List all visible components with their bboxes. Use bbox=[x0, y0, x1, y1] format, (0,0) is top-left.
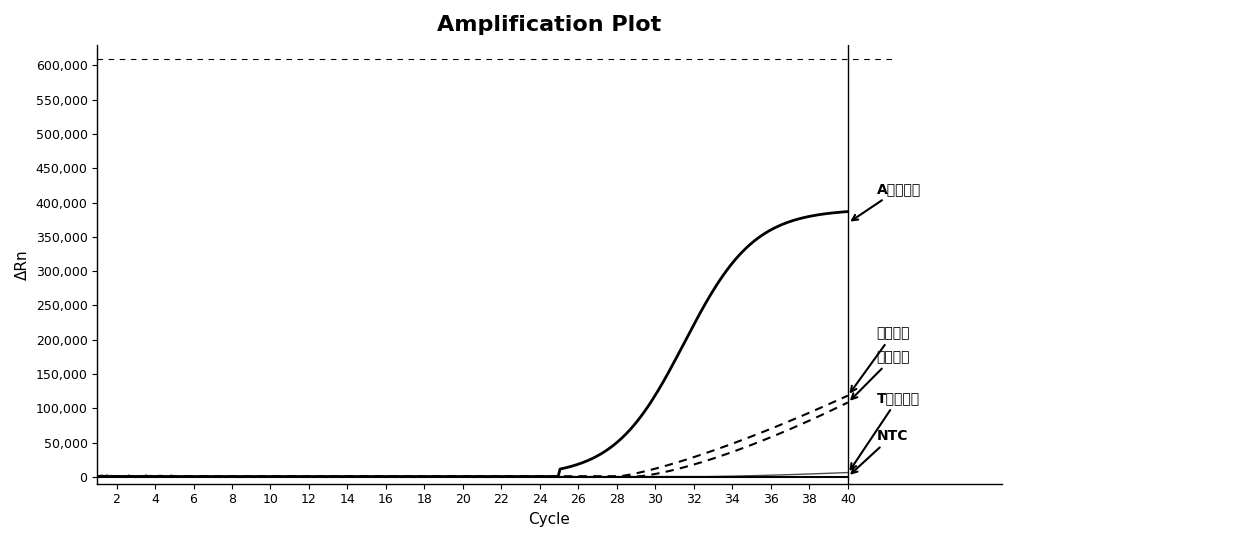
Text: T等位基因: T等位基因 bbox=[851, 391, 920, 469]
Text: NTC: NTC bbox=[852, 429, 908, 473]
Text: 内参基因: 内参基因 bbox=[851, 326, 910, 392]
Title: Amplification Plot: Amplification Plot bbox=[438, 15, 662, 35]
Y-axis label: ΔRn: ΔRn bbox=[15, 249, 30, 280]
Text: A等位基因: A等位基因 bbox=[852, 182, 921, 220]
Text: 内参基因: 内参基因 bbox=[852, 350, 910, 399]
X-axis label: Cycle: Cycle bbox=[528, 512, 570, 527]
